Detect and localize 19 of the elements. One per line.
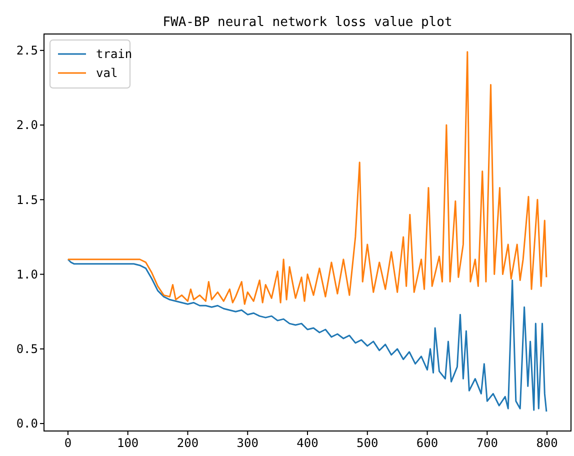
legend-label: val [96, 66, 118, 80]
y-tick-label: 2.0 [16, 118, 38, 132]
line-series [67, 258, 548, 412]
x-tick-label: 300 [236, 436, 258, 450]
x-tick-label: 400 [296, 436, 318, 450]
y-tick-label: 1.5 [16, 192, 38, 207]
y-tick-label: 1.0 [16, 267, 38, 282]
x-tick-label: 100 [116, 436, 139, 450]
y-tick-label: 2.5 [16, 44, 38, 58]
legend-label: train [96, 47, 132, 62]
x-tick-label: 500 [356, 436, 378, 450]
y-tick-label: 0.5 [16, 342, 38, 356]
x-tick-label: 700 [476, 436, 498, 450]
chart-title: FWA-BP neural network loss value plot [162, 15, 452, 30]
x-tick-label: 0 [64, 436, 72, 450]
y-tick-label: 0.0 [16, 416, 38, 431]
x-tick-label: 600 [416, 436, 438, 450]
x-tick-label: 800 [536, 436, 558, 450]
x-tick-label: 200 [176, 436, 199, 450]
